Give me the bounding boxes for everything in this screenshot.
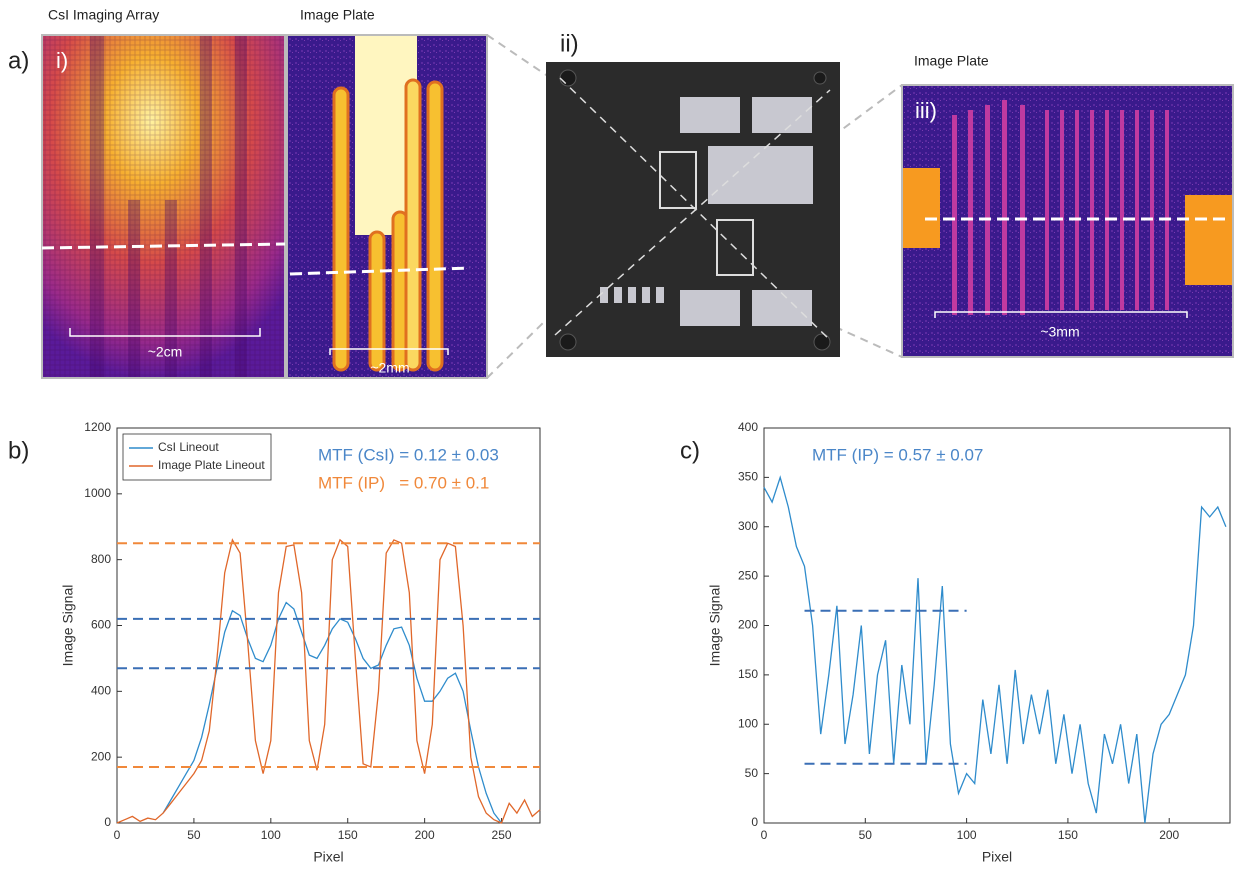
y-tick-label: 250 xyxy=(738,568,758,582)
y-tick-label: 600 xyxy=(91,618,111,632)
y-axis-label: Image Signal xyxy=(707,585,723,667)
panel-label: ii) xyxy=(560,30,579,57)
x-tick-label: 200 xyxy=(1159,828,1179,842)
plot-area xyxy=(763,427,1231,824)
x-tick-label: 200 xyxy=(415,828,435,842)
x-tick-label: 150 xyxy=(338,828,358,842)
y-tick-label: 400 xyxy=(738,420,758,434)
x-axis-label: Pixel xyxy=(982,849,1012,865)
y-tick-label: 50 xyxy=(745,766,759,780)
x-tick-label: 100 xyxy=(957,828,977,842)
image-title: CsI Imaging Array xyxy=(48,7,159,23)
x-tick-label: 50 xyxy=(187,828,201,842)
image-title: Image Plate xyxy=(300,7,375,23)
plot-area xyxy=(116,427,541,824)
y-tick-label: 1200 xyxy=(84,420,111,434)
y-axis-label: Image Signal xyxy=(60,585,76,667)
y-tick-label: 800 xyxy=(91,552,111,566)
data-line xyxy=(116,538,541,824)
x-tick-label: 0 xyxy=(114,828,121,842)
y-tick-label: 400 xyxy=(91,684,111,698)
image-title: Image Plate xyxy=(914,53,989,69)
legend-label: Image Plate Lineout xyxy=(158,458,265,472)
y-tick-label: 100 xyxy=(738,716,758,730)
x-tick-label: 250 xyxy=(492,828,512,842)
scale-label: ~3mm xyxy=(1040,324,1079,340)
y-tick-label: 0 xyxy=(104,815,111,829)
image-plate-image xyxy=(286,34,488,379)
data-line xyxy=(162,601,503,824)
y-tick-label: 150 xyxy=(738,667,758,681)
y-tick-label: 0 xyxy=(751,815,758,829)
scale-label: ~2cm xyxy=(148,344,183,360)
x-tick-label: 0 xyxy=(761,828,768,842)
target-photo xyxy=(546,62,840,357)
image-plate-image xyxy=(901,84,1234,358)
x-tick-label: 100 xyxy=(261,828,281,842)
annotation: MTF (CsI) = 0.12 ± 0.03 xyxy=(318,445,499,464)
x-tick-label: 50 xyxy=(859,828,873,842)
y-tick-label: 350 xyxy=(738,470,758,484)
scale-label: ~2mm xyxy=(370,360,409,376)
csi-image xyxy=(41,34,286,379)
y-tick-label: 1000 xyxy=(84,486,111,500)
image-label: i) xyxy=(56,48,68,73)
annotation: MTF (IP) = 0.57 ± 0.07 xyxy=(812,445,983,464)
legend-box xyxy=(122,433,272,481)
panel-label: c) xyxy=(680,437,700,464)
image-label: iii) xyxy=(915,98,937,123)
legend-label: CsI Lineout xyxy=(158,440,219,454)
annotation: MTF (IP) = 0.70 ± 0.1 xyxy=(318,473,489,492)
y-tick-label: 200 xyxy=(91,749,111,763)
panel-label: a) xyxy=(8,47,29,74)
data-line xyxy=(763,475,1227,824)
x-axis-label: Pixel xyxy=(313,849,343,865)
x-tick-label: 150 xyxy=(1058,828,1078,842)
panel-label: b) xyxy=(8,437,29,464)
y-tick-label: 200 xyxy=(738,618,758,632)
y-tick-label: 300 xyxy=(738,519,758,533)
